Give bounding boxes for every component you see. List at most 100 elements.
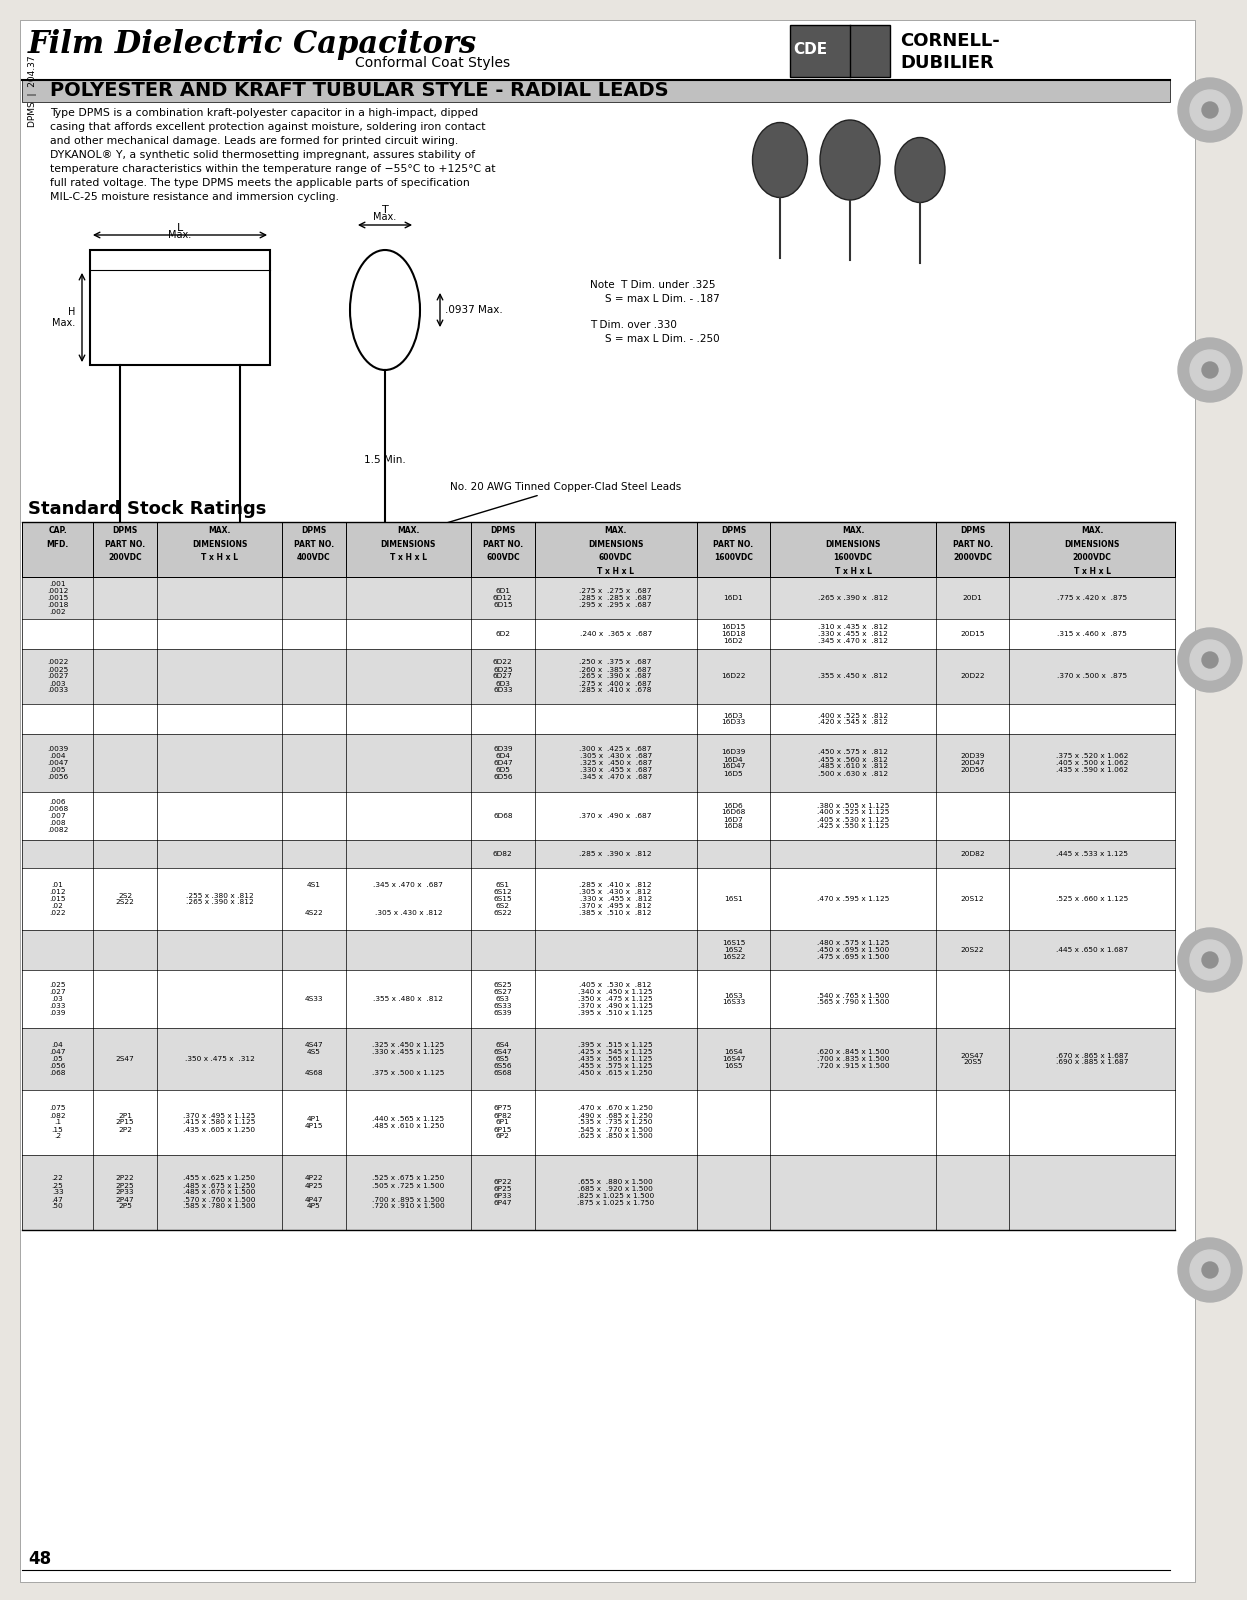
Text: .006
.0068
.007
.008
.0082: .006 .0068 .007 .008 .0082: [47, 798, 69, 834]
Text: 6S1
6S12
6S15
6S2
6S22: 6S1 6S12 6S15 6S2 6S22: [494, 882, 513, 915]
Text: 16S3
16S33: 16S3 16S33: [722, 992, 744, 1005]
Text: DIMENSIONS: DIMENSIONS: [826, 539, 880, 549]
Text: .04
.047
.05
.056
.068: .04 .047 .05 .056 .068: [50, 1042, 66, 1075]
Text: 16D3
16D33: 16D3 16D33: [721, 712, 746, 725]
Text: .480 x .575 x 1.125
.450 x .695 x 1.500
.475 x .695 x 1.500: .480 x .575 x 1.125 .450 x .695 x 1.500 …: [817, 939, 889, 960]
Text: .540 x .765 x 1.500
.565 x .790 x 1.500: .540 x .765 x 1.500 .565 x .790 x 1.500: [817, 992, 889, 1005]
Text: 6P22
6P25
6P33
6P47: 6P22 6P25 6P33 6P47: [494, 1179, 513, 1206]
Text: 1.5 Min.: 1.5 Min.: [364, 454, 405, 466]
Text: MAX.: MAX.: [1081, 526, 1104, 534]
Text: 16S15
16S2
16S22: 16S15 16S2 16S22: [722, 939, 746, 960]
Ellipse shape: [895, 138, 945, 203]
Text: Note  T Dim. under .325: Note T Dim. under .325: [590, 280, 716, 290]
Text: CAP.: CAP.: [49, 526, 67, 534]
Text: 16D22: 16D22: [721, 674, 746, 680]
Text: .355 x .480 x  .812: .355 x .480 x .812: [373, 995, 444, 1002]
Text: 2S47: 2S47: [116, 1056, 135, 1062]
Text: .300 x  .425 x  .687
.305 x  .430 x  .687
.325 x  .450 x  .687
.330 x  .455 x  .: .300 x .425 x .687 .305 x .430 x .687 .3…: [580, 746, 652, 781]
Text: PART NO.: PART NO.: [953, 539, 993, 549]
Circle shape: [1178, 627, 1242, 691]
Text: .400 x .525 x  .812
.420 x .545 x  .812: .400 x .525 x .812 .420 x .545 x .812: [818, 712, 888, 725]
Text: 200VDC: 200VDC: [108, 554, 142, 563]
Circle shape: [1178, 78, 1242, 142]
Text: 6D1
6D12
6D15: 6D1 6D12 6D15: [493, 587, 513, 608]
Text: PART NO.: PART NO.: [483, 539, 522, 549]
Text: .310 x .435 x  .812
.330 x .455 x  .812
.345 x .470 x  .812: .310 x .435 x .812 .330 x .455 x .812 .3…: [818, 624, 888, 643]
Text: .350 x .475 x  .312: .350 x .475 x .312: [185, 1056, 254, 1062]
Ellipse shape: [350, 250, 420, 370]
Text: 1600VDC: 1600VDC: [715, 554, 753, 563]
Bar: [22, 578, 1175, 619]
Text: L: L: [177, 222, 183, 234]
Text: .455 x .625 x 1.250
.485 x .675 x 1.250
.485 x .670 x 1.500
.570 x .760 x 1.500
: .455 x .625 x 1.250 .485 x .675 x 1.250 …: [183, 1176, 256, 1210]
Text: .22
.25
.33
.47
.50: .22 .25 .33 .47 .50: [51, 1176, 64, 1210]
Bar: [791, 26, 890, 77]
Bar: [22, 1029, 1175, 1090]
Text: .395 x  .515 x 1.125
.425 x  .545 x 1.125
.435 x  .565 x 1.125
.455 x  .575 x 1.: .395 x .515 x 1.125 .425 x .545 x 1.125 …: [579, 1042, 653, 1075]
Text: 1600VDC: 1600VDC: [833, 554, 873, 563]
Text: .405 x  .530 x  .812
.340 x  .450 x 1.125
.350 x  .475 x 1.125
.370 x  .490 x 1.: .405 x .530 x .812 .340 x .450 x 1.125 .…: [579, 982, 653, 1016]
Text: MAX.: MAX.: [842, 526, 864, 534]
Text: POLYESTER AND KRAFT TUBULAR STYLE - RADIAL LEADS: POLYESTER AND KRAFT TUBULAR STYLE - RADI…: [50, 82, 668, 101]
Text: .470 x  .670 x 1.250
.490 x  .685 x 1.250
.535 x  .735 x 1.250
.545 x  .770 x 1.: .470 x .670 x 1.250 .490 x .685 x 1.250 …: [579, 1106, 653, 1139]
Text: 20D82: 20D82: [960, 851, 985, 858]
Text: 4S1



4S22: 4S1 4S22: [304, 882, 323, 915]
Text: 2000VDC: 2000VDC: [953, 554, 993, 563]
Text: .345 x .470 x  .687



.305 x .430 x .812: .345 x .470 x .687 .305 x .430 x .812: [373, 882, 444, 915]
Text: 400VDC: 400VDC: [297, 554, 330, 563]
Text: 6D39
6D4
6D47
6D5
6D56: 6D39 6D4 6D47 6D5 6D56: [493, 746, 513, 781]
Circle shape: [1202, 653, 1218, 669]
Text: .370 x  .490 x  .687: .370 x .490 x .687: [580, 813, 652, 819]
Text: full rated voltage. The type DPMS meets the applicable parts of specification: full rated voltage. The type DPMS meets …: [50, 178, 470, 187]
Text: 20D39
20D47
20D56: 20D39 20D47 20D56: [960, 754, 985, 773]
Bar: [22, 840, 1175, 867]
Text: .0022
.0025
.0027
.003
.0033: .0022 .0025 .0027 .003 .0033: [47, 659, 69, 693]
Text: T x H x L: T x H x L: [201, 554, 238, 563]
Text: .370 x .500 x  .875: .370 x .500 x .875: [1057, 674, 1127, 680]
Text: 600VDC: 600VDC: [599, 554, 632, 563]
Text: .285 x  .410 x  .812
.305 x  .430 x  .812
.330 x  .455 x  .812
.370 x  .495 x  .: .285 x .410 x .812 .305 x .430 x .812 .3…: [580, 882, 652, 915]
Circle shape: [1190, 1250, 1230, 1290]
Text: .285 x  .390 x  .812: .285 x .390 x .812: [580, 851, 652, 858]
Text: 16S4
16S47
16S5: 16S4 16S47 16S5: [722, 1050, 746, 1069]
Text: MFD.: MFD.: [46, 539, 69, 549]
Text: .370 x .495 x 1.125
.415 x .580 x 1.125
.435 x .605 x 1.250: .370 x .495 x 1.125 .415 x .580 x 1.125 …: [183, 1112, 256, 1133]
Text: .01
.012
.015
.02
.022: .01 .012 .015 .02 .022: [50, 882, 66, 915]
Text: .075
.082
.1
.15
.2: .075 .082 .1 .15 .2: [50, 1106, 66, 1139]
Text: T: T: [382, 205, 388, 214]
Text: 16D6
16D68
16D7
16D8: 16D6 16D68 16D7 16D8: [721, 803, 746, 829]
Text: .620 x .845 x 1.500
.700 x .835 x 1.500
.720 x .915 x 1.500: .620 x .845 x 1.500 .700 x .835 x 1.500 …: [817, 1050, 889, 1069]
Text: DPMS: DPMS: [490, 526, 515, 534]
Bar: [22, 930, 1175, 970]
Text: .265 x .390 x  .812: .265 x .390 x .812: [818, 595, 888, 602]
Text: DPMS: DPMS: [960, 526, 985, 534]
Text: .0039
.004
.0047
.005
.0056: .0039 .004 .0047 .005 .0056: [47, 746, 69, 781]
Text: MIL-C-25 moisture resistance and immersion cycling.: MIL-C-25 moisture resistance and immersi…: [50, 192, 339, 202]
Text: temperature characteristics within the temperature range of −55°C to +125°C at: temperature characteristics within the t…: [50, 165, 495, 174]
Text: 6D22
6D25
6D27
6D3
6D33: 6D22 6D25 6D27 6D3 6D33: [493, 659, 513, 693]
Text: MAX.: MAX.: [208, 526, 231, 534]
Bar: [22, 80, 1170, 102]
Text: .255 x .380 x .812
.265 x .390 x .812: .255 x .380 x .812 .265 x .390 x .812: [186, 893, 253, 906]
Text: 6S25
6S27
6S3
6S33
6S39: 6S25 6S27 6S3 6S33 6S39: [494, 982, 513, 1016]
Text: 48: 48: [27, 1550, 51, 1568]
Text: DPMS: DPMS: [112, 526, 137, 534]
Text: .775 x .420 x  .875: .775 x .420 x .875: [1057, 595, 1127, 602]
Text: MAX.: MAX.: [605, 526, 627, 534]
Text: T x H x L: T x H x L: [390, 554, 426, 563]
Text: DIMENSIONS: DIMENSIONS: [589, 539, 643, 549]
Text: casing that affords excellent protection against moisture, soldering iron contac: casing that affords excellent protection…: [50, 122, 485, 133]
Text: 16D1: 16D1: [723, 595, 743, 602]
Text: DYKANOL® Y, a synthetic solid thermosetting impregnant, assures stability of: DYKANOL® Y, a synthetic solid thermosett…: [50, 150, 475, 160]
Circle shape: [1190, 90, 1230, 130]
Text: .440 x .565 x 1.125
.485 x .610 x 1.250: .440 x .565 x 1.125 .485 x .610 x 1.250: [372, 1117, 445, 1130]
Text: .250 x  .375 x  .687
.260 x  .385 x  .687
.265 x  .390 x  .687
.275 x  .400 x  .: .250 x .375 x .687 .260 x .385 x .687 .2…: [580, 659, 652, 693]
Bar: [90, 250, 271, 365]
Text: 2P1
2P15
2P2: 2P1 2P15 2P2: [116, 1112, 135, 1133]
Text: 20S12: 20S12: [960, 896, 984, 902]
Text: 20S22: 20S22: [960, 947, 984, 954]
Text: T x H x L: T x H x L: [1074, 568, 1111, 576]
Text: PART NO.: PART NO.: [713, 539, 753, 549]
Text: .355 x .450 x  .812: .355 x .450 x .812: [818, 674, 888, 680]
Text: 6P75
6P82
6P1
6P15
6P2: 6P75 6P82 6P1 6P15 6P2: [494, 1106, 513, 1139]
